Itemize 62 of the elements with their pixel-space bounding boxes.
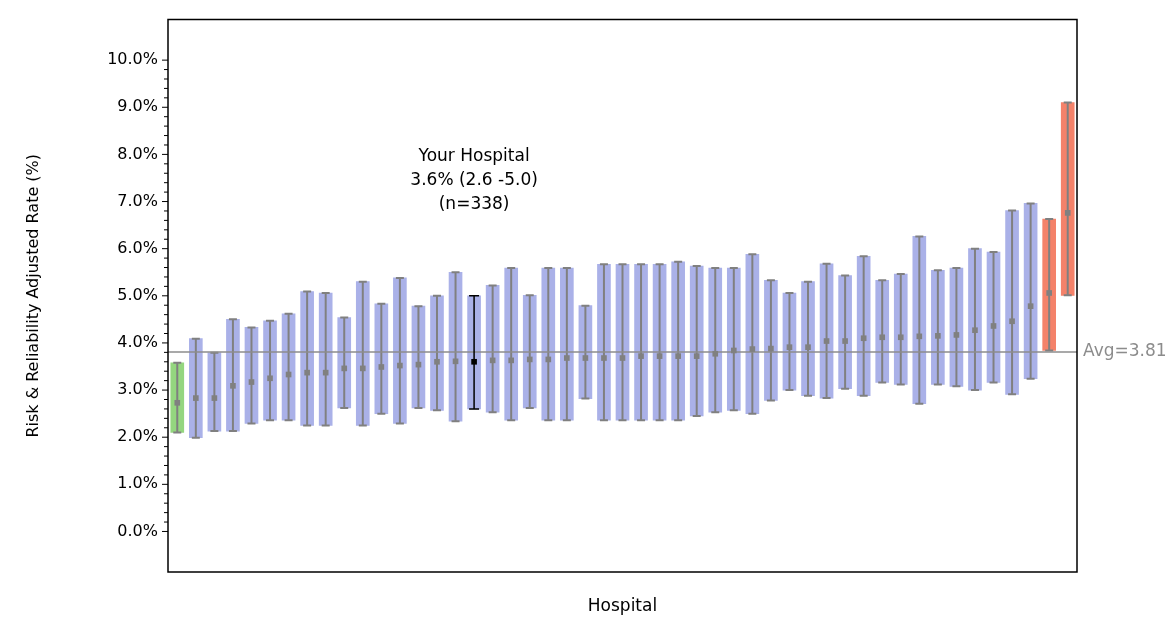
point: [378, 364, 385, 370]
point: [897, 334, 904, 341]
point: [823, 338, 830, 344]
point: [935, 333, 941, 339]
y-tick-label: 3.0%: [117, 379, 158, 399]
annotation: Your Hospital: [417, 145, 530, 166]
point: [452, 358, 459, 365]
point: [972, 327, 978, 334]
point: [267, 375, 273, 382]
point: [842, 338, 848, 344]
point: [564, 355, 570, 361]
point: [230, 383, 236, 389]
y-tick-label: 4.0%: [117, 332, 158, 352]
point: [526, 356, 533, 363]
point: [508, 357, 515, 364]
point: [1027, 303, 1034, 309]
point: [712, 350, 719, 357]
annotation: (n=338): [438, 193, 510, 214]
y-tick-label: 7.0%: [117, 190, 158, 210]
point: [1046, 290, 1052, 296]
point: [193, 395, 199, 401]
point: [545, 356, 552, 363]
point: [601, 355, 607, 361]
point: [248, 379, 255, 385]
point: [1009, 318, 1015, 325]
y-tick-label: 2.0%: [117, 426, 158, 446]
point: [322, 369, 329, 376]
ref-line-label: Avg=3.81: [1083, 340, 1167, 361]
y-tick-label: 10.0%: [107, 49, 158, 69]
x-axis-title: Hospital: [587, 595, 658, 616]
y-tick-label: 6.0%: [117, 237, 158, 257]
y-tick-label: 1.0%: [117, 473, 158, 493]
annotation: 3.6% (2.6 -5.0): [410, 169, 538, 190]
y-tick-label: 0.0%: [117, 520, 158, 540]
point: [359, 365, 366, 372]
point: [582, 355, 589, 361]
point: [805, 344, 811, 350]
point: [693, 353, 700, 359]
point: [879, 334, 886, 341]
point: [434, 358, 440, 365]
point: [675, 353, 681, 359]
point: [638, 353, 644, 359]
point: [860, 335, 867, 342]
point: [174, 399, 181, 406]
point: [656, 353, 663, 359]
point: [786, 344, 793, 350]
point: [1064, 210, 1071, 216]
point: [619, 355, 626, 361]
point: [768, 345, 774, 352]
point: [953, 332, 960, 338]
point: [990, 323, 997, 329]
point: [304, 369, 310, 376]
point: [341, 365, 348, 372]
y-tick-label: 9.0%: [117, 96, 158, 116]
y-tick-label: 8.0%: [117, 143, 158, 163]
point: [749, 346, 756, 352]
y-axis-title: Risk & Reliability Adjusted Rate (%): [22, 153, 42, 438]
point: [916, 333, 923, 340]
point: [211, 395, 218, 401]
point: [730, 347, 737, 354]
y-tick-label: 5.0%: [117, 284, 158, 304]
point: [397, 362, 403, 369]
